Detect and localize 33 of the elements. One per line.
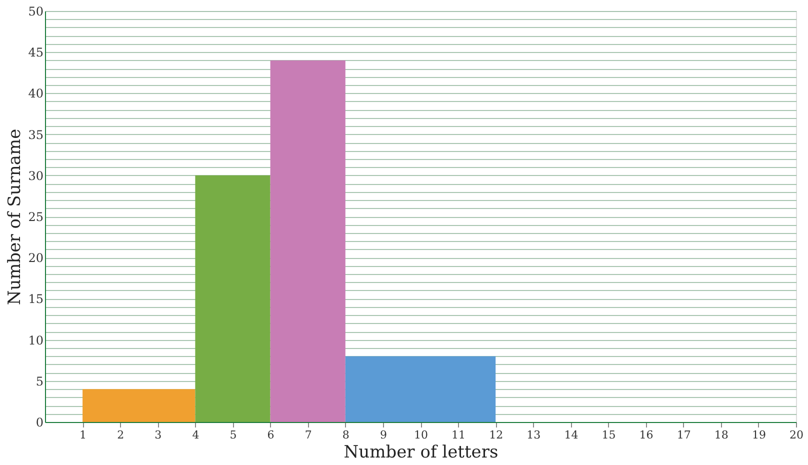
y-tick-label: 10 — [28, 333, 44, 348]
y-tick-label: 25 — [28, 210, 44, 224]
y-tick-label: 5 — [36, 374, 44, 388]
x-tick-label: 13 — [526, 428, 541, 442]
x-tick-label: 10 — [414, 428, 428, 442]
x-tick-label: 18 — [714, 428, 728, 442]
x-tick-label: 14 — [564, 428, 578, 442]
y-tick-label: 50 — [28, 4, 44, 18]
x-tick-label: 9 — [380, 428, 387, 442]
y-axis-title: Number of Surname — [5, 128, 26, 306]
x-tick-label: 7 — [304, 428, 312, 442]
x-tick-label: 17 — [676, 428, 691, 442]
x-tick-label: 3 — [154, 428, 162, 442]
x-tick-label: 15 — [602, 428, 616, 442]
x-tick-label: 19 — [752, 428, 766, 442]
y-tick-label: 35 — [28, 128, 44, 142]
x-axis-title: Number of letters — [344, 442, 498, 462]
x-tick-label: 1 — [80, 428, 87, 442]
x-tick-label: 16 — [639, 428, 654, 442]
y-tick-label: 40 — [28, 86, 44, 101]
y-tick-label: 45 — [28, 46, 44, 60]
x-tick-label: 2 — [117, 428, 124, 442]
y-tick-label: 30 — [28, 168, 44, 183]
x-tick-label: 8 — [342, 428, 350, 442]
x-tick-label: 5 — [230, 428, 237, 442]
x-tick-label: 6 — [267, 428, 274, 442]
y-tick-label: 20 — [28, 251, 44, 266]
y-tick-label: 15 — [28, 292, 44, 306]
x-tick-label: 11 — [452, 428, 466, 442]
x-tick-label: 20 — [790, 428, 804, 442]
x-tick-label: 4 — [192, 428, 200, 442]
x-tick-label: 12 — [489, 428, 504, 442]
y-tick-label: 0 — [36, 416, 44, 430]
